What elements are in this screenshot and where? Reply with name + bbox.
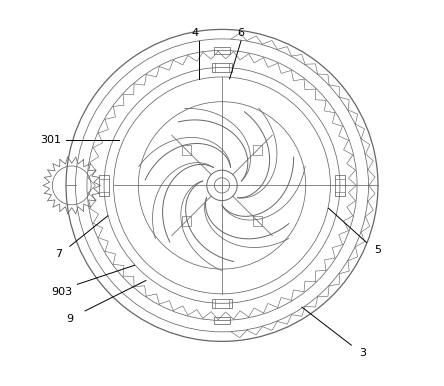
Text: 3: 3 <box>359 348 366 358</box>
Text: 9: 9 <box>66 313 73 323</box>
Text: 301: 301 <box>40 135 61 145</box>
Text: 4: 4 <box>192 28 199 38</box>
Text: 6: 6 <box>238 28 245 38</box>
Text: 5: 5 <box>374 245 381 255</box>
Text: 7: 7 <box>55 249 62 259</box>
Text: 903: 903 <box>52 287 73 297</box>
